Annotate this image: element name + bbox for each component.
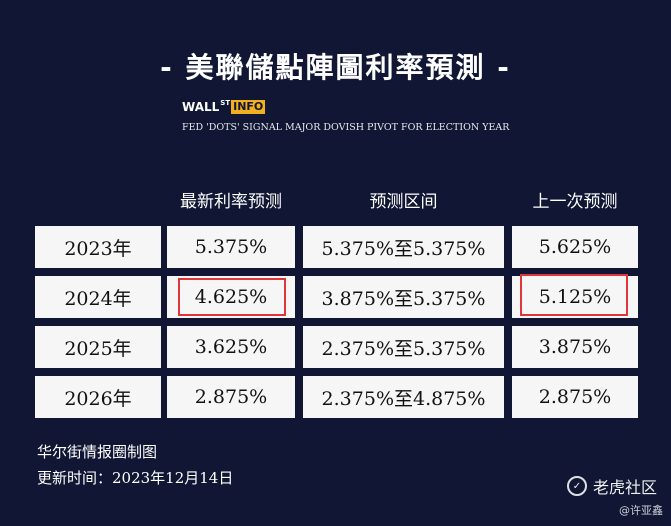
cell-latest: 2.875% [167,376,295,418]
highlight-box-latest-2024 [178,278,286,316]
cell-range: 2.375%至5.375% [303,326,504,368]
row-year: 2025年 [35,326,161,368]
cell-range: 3.875%至5.375% [303,276,504,318]
cell-previous: 2.875% [512,376,638,418]
cell-latest: 5.375% [167,226,295,268]
wallstinfo-logo: WALL ST INFO [182,99,266,115]
header-latest: 最新利率预测 [180,192,282,212]
watermark: ✓ 老虎社区 [566,474,657,498]
cell-range: 2.375%至4.875% [303,376,504,418]
cell-previous: 5.125% [512,276,638,318]
cell-range: 5.375%至5.375% [303,226,504,268]
row-year: 2026年 [35,376,161,418]
cell-previous: 3.875% [512,326,638,368]
subtitle: FED 'DOTS' SIGNAL MAJOR DOVISH PIVOT FOR… [182,122,510,133]
cell-latest: 4.625% [167,276,295,318]
footer-updated: 更新时间：2023年12月14日 [37,469,234,487]
chart-title: - 美聯儲點陣圖利率預測 - [160,51,511,84]
watermark-author: @许亚鑫 [619,504,663,517]
header-previous: 上一次预测 [532,192,618,212]
cell-latest: 3.625% [167,326,295,368]
row-year: 2023年 [35,226,161,268]
logo-sup: ST [220,99,231,107]
footer-source: 华尔街情报圈制图 [37,443,158,461]
cell-previous: 5.625% [512,226,638,268]
logo-part2: INFO [231,100,266,114]
highlight-box-previous-2024 [520,274,628,316]
row-year: 2024年 [35,276,161,318]
watermark-brand: 老虎社区 [592,478,657,497]
logo-part1: WALL [182,100,220,114]
tiger-logo-icon: ✓ [566,476,587,496]
header-range: 预测区间 [369,192,438,212]
